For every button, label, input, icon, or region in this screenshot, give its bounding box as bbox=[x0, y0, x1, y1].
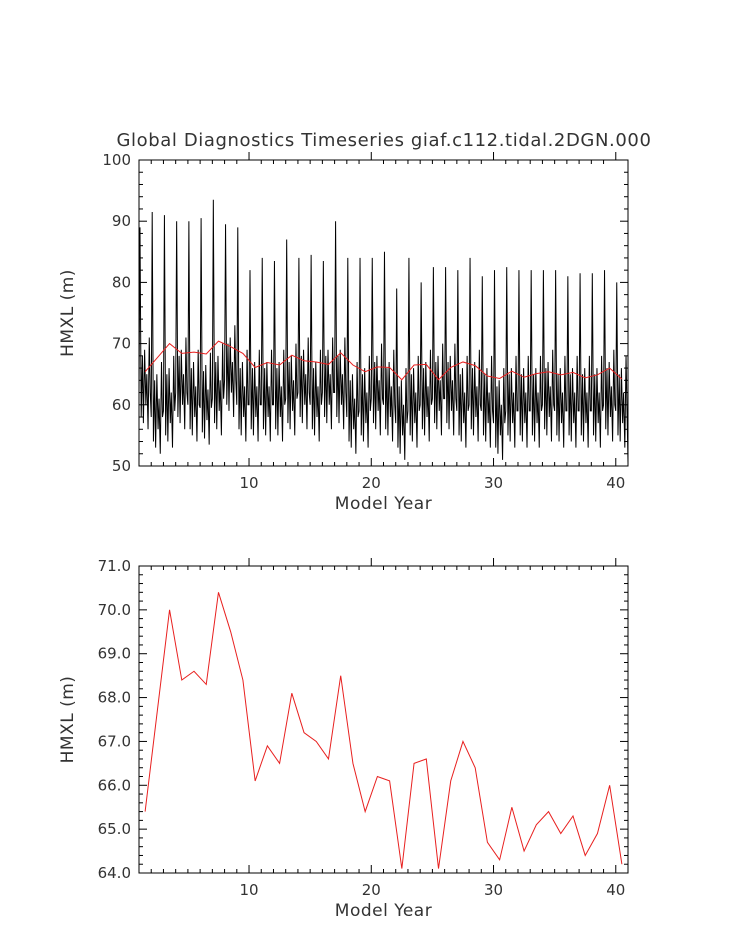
x-tick-label: 20 bbox=[362, 474, 381, 492]
y-tick-label: 64.0 bbox=[98, 864, 131, 882]
y-tick-label: 70.0 bbox=[98, 601, 131, 619]
y-tick-label: 66.0 bbox=[98, 776, 131, 794]
x-axis-label: Model Year bbox=[335, 901, 432, 921]
x-tick-label: 40 bbox=[606, 474, 625, 492]
x-axis-label: Model Year bbox=[335, 494, 432, 514]
y-tick-label: 70 bbox=[112, 335, 131, 353]
y-axis-label: HMXL (m) bbox=[58, 676, 78, 764]
x-tick-label: 10 bbox=[239, 881, 258, 899]
x-tick-label: 30 bbox=[484, 881, 503, 899]
series-line-0 bbox=[139, 199, 628, 463]
x-tick-label: 10 bbox=[239, 474, 258, 492]
figure-title: Global Diagnostics Timeseries giaf.c112.… bbox=[116, 130, 651, 151]
x-tick-label: 30 bbox=[484, 474, 503, 492]
plot-frame bbox=[138, 565, 629, 874]
y-tick-label: 60 bbox=[112, 396, 131, 414]
y-tick-label: 69.0 bbox=[98, 645, 131, 663]
y-tick-label: 100 bbox=[102, 151, 131, 169]
series-line-0 bbox=[144, 592, 623, 869]
y-tick-label: 65.0 bbox=[98, 820, 131, 838]
chart-top: 10 20 30 40 50 60 70 80 90 100 Model Year HMXL (m) bbox=[58, 151, 629, 514]
y-axis-label: HMXL (m) bbox=[58, 269, 78, 357]
x-tick-label: 40 bbox=[606, 881, 625, 899]
y-tick-label: 71.0 bbox=[98, 557, 131, 575]
y-tick-label: 80 bbox=[112, 273, 131, 291]
y-tick-label: 67.0 bbox=[98, 732, 131, 750]
series-line-1 bbox=[144, 340, 623, 381]
chart-bottom: 10 20 30 40 64.0 65.0 66.0 67.0 68.0 69.0 70.0 71.0… bbox=[58, 557, 629, 921]
y-tick-label: 90 bbox=[112, 212, 131, 230]
x-tick-label: 20 bbox=[362, 881, 381, 899]
y-tick-label: 68.0 bbox=[98, 689, 131, 707]
y-tick-label: 50 bbox=[112, 457, 131, 475]
